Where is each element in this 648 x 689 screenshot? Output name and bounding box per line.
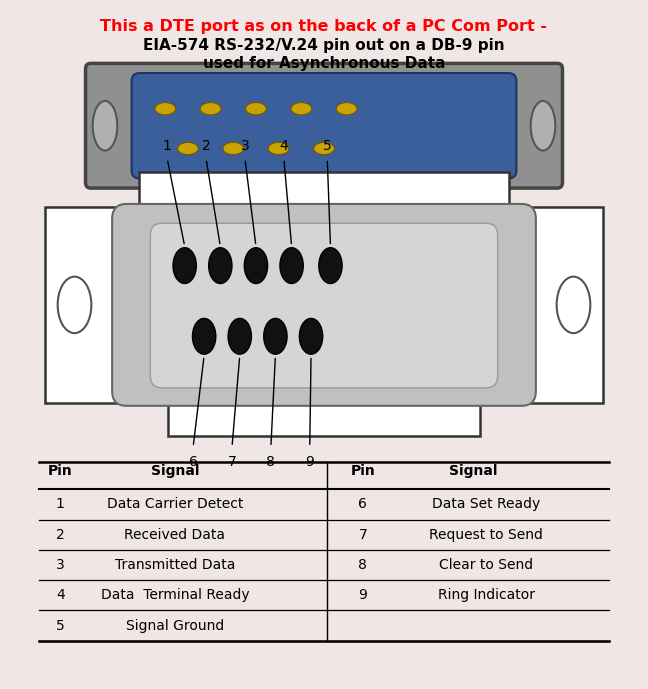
Ellipse shape [200, 103, 221, 115]
FancyBboxPatch shape [150, 223, 498, 388]
Text: 4: 4 [56, 588, 65, 602]
Ellipse shape [319, 248, 342, 284]
Text: 7: 7 [358, 528, 367, 542]
Text: Pin: Pin [48, 464, 73, 478]
Ellipse shape [291, 103, 312, 115]
Text: 1: 1 [163, 139, 172, 153]
Text: Pin: Pin [351, 464, 375, 478]
Ellipse shape [244, 248, 268, 284]
Text: Signal Ground: Signal Ground [126, 619, 224, 633]
Text: 5: 5 [56, 619, 65, 633]
Text: 9: 9 [358, 588, 367, 602]
Text: 5: 5 [323, 139, 332, 153]
FancyBboxPatch shape [86, 63, 562, 188]
Text: Data  Terminal Ready: Data Terminal Ready [100, 588, 249, 602]
Text: Signal: Signal [151, 464, 199, 478]
Ellipse shape [314, 143, 334, 155]
Ellipse shape [246, 103, 266, 115]
Ellipse shape [268, 143, 289, 155]
Text: used for Asynchronous Data: used for Asynchronous Data [203, 56, 445, 72]
Ellipse shape [173, 248, 196, 284]
Text: 6: 6 [358, 497, 367, 511]
Text: 3: 3 [240, 139, 249, 153]
Ellipse shape [223, 143, 244, 155]
Text: 4: 4 [279, 139, 288, 153]
Ellipse shape [58, 276, 91, 333]
Ellipse shape [178, 143, 198, 155]
Text: Data Set Ready: Data Set Ready [432, 497, 540, 511]
Text: 3: 3 [56, 558, 65, 572]
Text: EIA-574 RS-232/V.24 pin out on a DB-9 pin: EIA-574 RS-232/V.24 pin out on a DB-9 pi… [143, 38, 505, 53]
Ellipse shape [192, 318, 216, 354]
Text: 1: 1 [56, 497, 65, 511]
Bar [168, 402, 480, 436]
Ellipse shape [264, 318, 287, 354]
Ellipse shape [336, 103, 357, 115]
Text: 2: 2 [56, 528, 65, 542]
Text: Transmitted Data: Transmitted Data [115, 558, 235, 572]
Text: Request to Send: Request to Send [429, 528, 543, 542]
Text: 6: 6 [189, 455, 198, 469]
Text: Clear to Send: Clear to Send [439, 558, 533, 572]
FancyBboxPatch shape [112, 204, 536, 406]
Ellipse shape [155, 103, 176, 115]
Text: 7: 7 [227, 455, 237, 469]
Ellipse shape [557, 276, 590, 333]
Ellipse shape [299, 318, 323, 354]
Text: Data Carrier Detect: Data Carrier Detect [107, 497, 243, 511]
Ellipse shape [209, 248, 232, 284]
Text: Signal: Signal [449, 464, 497, 478]
FancyBboxPatch shape [132, 73, 516, 178]
Text: 8: 8 [266, 455, 275, 469]
Text: Ring Indicator: Ring Indicator [437, 588, 535, 602]
Text: 9: 9 [305, 455, 314, 469]
Text: 2: 2 [202, 139, 211, 153]
Bar [45, 207, 603, 403]
Ellipse shape [228, 318, 251, 354]
Bar [139, 172, 509, 208]
Ellipse shape [93, 101, 117, 151]
Ellipse shape [531, 101, 555, 151]
Ellipse shape [280, 248, 303, 284]
Text: 8: 8 [358, 558, 367, 572]
Text: Received Data: Received Data [124, 528, 226, 542]
Text: This a DTE port as on the back of a PC Com Port -: This a DTE port as on the back of a PC C… [100, 19, 548, 34]
